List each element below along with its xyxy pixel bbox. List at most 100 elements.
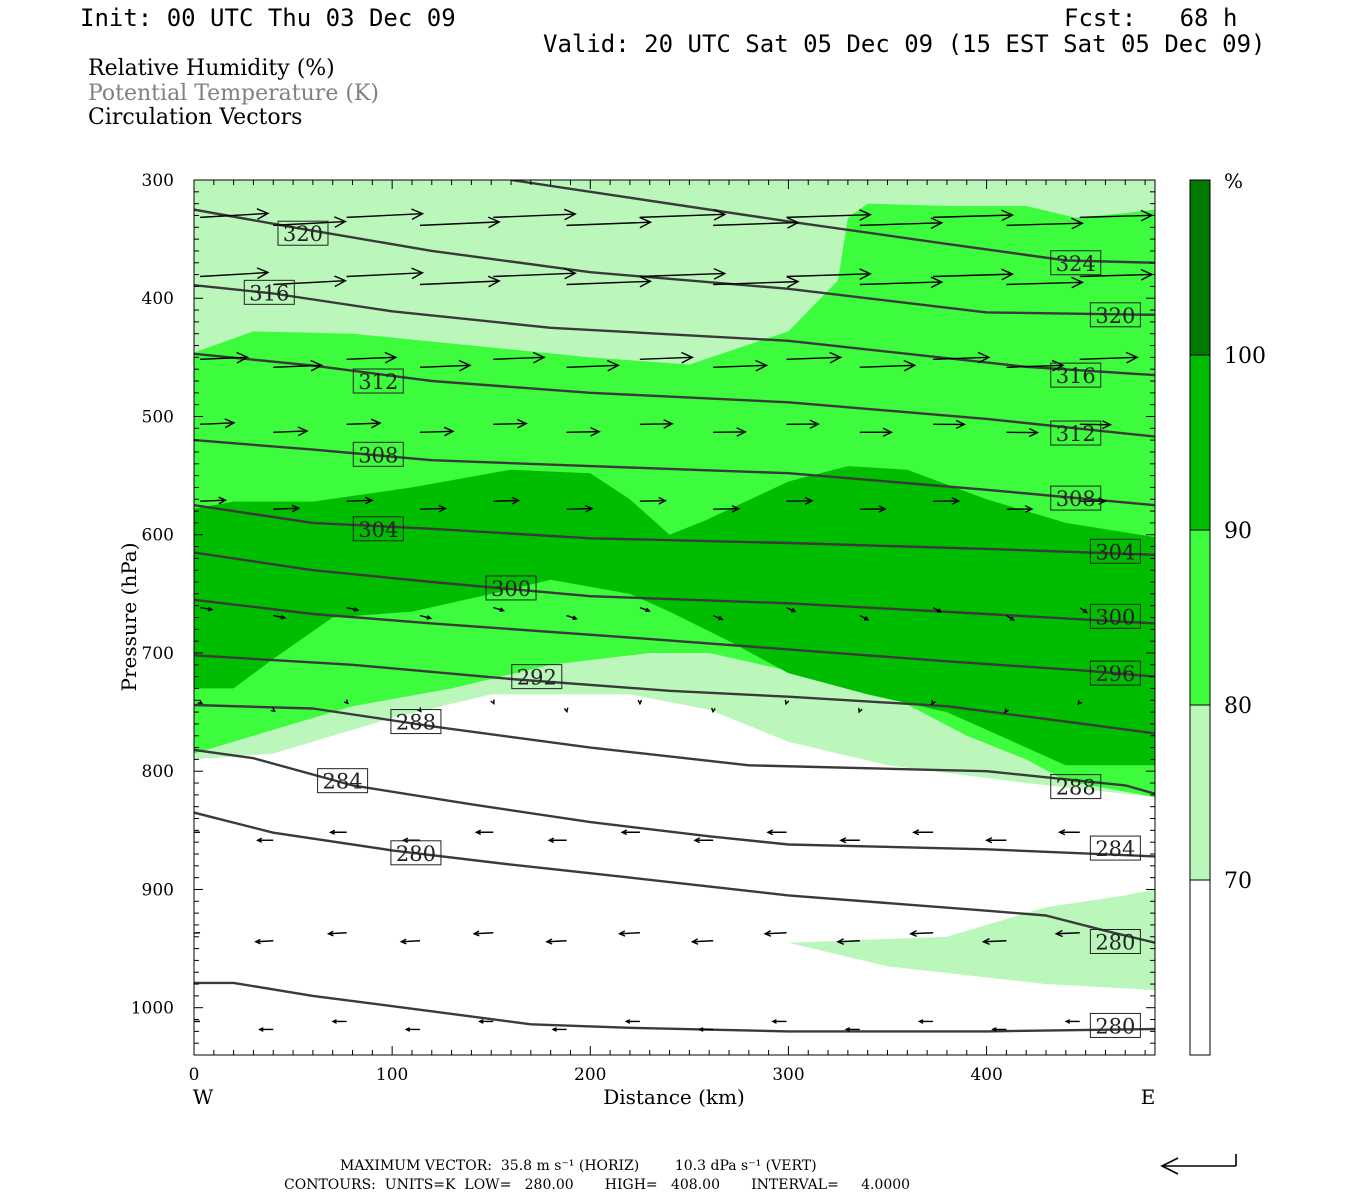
wind-vector-head [563, 208, 577, 221]
wind-vector-head [1051, 359, 1065, 372]
wind-vector [765, 932, 787, 935]
wind-vector-head [310, 359, 324, 372]
wind-vector-head [903, 359, 917, 372]
wind-vector [566, 430, 600, 434]
contour-label-box [390, 840, 442, 866]
wind-vector [401, 940, 420, 943]
wind-vector-head [645, 607, 651, 613]
x-tick-label: 200 [574, 1065, 606, 1085]
wind-vector [493, 213, 576, 219]
wind-vector-head [829, 351, 843, 364]
wind-vector-head [1077, 700, 1083, 706]
wind-vector-head [443, 426, 455, 437]
wind-vector-head [755, 359, 769, 372]
legend-circulation-vectors: Circulation Vectors [88, 105, 303, 130]
wind-vector-head [490, 699, 495, 705]
wind-vector-head [981, 937, 990, 946]
colorbar-segment [1190, 530, 1210, 705]
colorbar-segment [1190, 355, 1210, 530]
wind-vector-head [511, 496, 521, 505]
colorbar-level-label: 70 [1224, 869, 1252, 894]
wind-vector [273, 364, 322, 368]
wind-vector-head [254, 938, 261, 945]
wind-vector-head [183, 931, 188, 935]
colorbar-level-label: 90 [1224, 519, 1252, 544]
wind-vector-head [458, 359, 472, 372]
wind-vector-head [256, 267, 270, 280]
wind-vector-head [551, 1027, 557, 1032]
wind-vector [1056, 932, 1080, 935]
wind-vector-head [472, 930, 480, 937]
legend-relative-humidity: Relative Humidity (%) [88, 56, 335, 81]
theta-contour-288 [194, 703, 1155, 795]
wind-vector-head [370, 418, 382, 429]
wind-vector-head [218, 496, 228, 505]
wind-vector [199, 271, 269, 278]
colorbar-segment [1190, 705, 1210, 880]
colorbar-frame [1189, 179, 1211, 1056]
wind-vector-head [771, 1019, 777, 1024]
contour-label-box [1050, 420, 1102, 446]
wind-vector-head [532, 351, 546, 364]
wind-vector [1006, 222, 1083, 227]
wind-vector-head [572, 615, 578, 620]
wind-vector [639, 213, 725, 219]
y-tick-label: 1000 [131, 999, 174, 1019]
wind-vector [786, 273, 871, 278]
contour-label-box [352, 368, 404, 394]
wind-vector-head [197, 699, 204, 705]
contour-label-box [1050, 774, 1102, 800]
contour-label: 308 [358, 443, 398, 467]
contour-label-box [352, 516, 404, 542]
theta-contour-320 [194, 208, 1155, 316]
wind-vector-head [977, 351, 991, 364]
wind-vector-head [786, 276, 800, 288]
wind-vector-head [547, 837, 555, 844]
colorbar-segment [1190, 880, 1210, 1055]
wind-vector-head [401, 837, 409, 844]
wind-vector-head [1001, 209, 1015, 222]
wind-vector-head [718, 615, 724, 621]
contour-label-box [485, 575, 537, 601]
wind-vector-head [416, 707, 422, 713]
wind-vector [194, 932, 201, 934]
wind-vector-head [258, 1027, 264, 1032]
wind-vector [273, 430, 308, 434]
wind-vector-head [731, 504, 741, 513]
x-axis-east-label: E [1141, 1085, 1156, 1109]
wind-vector-head [1125, 351, 1139, 364]
wind-vector-head [334, 275, 347, 288]
wind-vector-head [713, 267, 727, 280]
wind-vector [1079, 273, 1152, 278]
wind-vector-head [882, 427, 894, 437]
wind-vector [639, 423, 673, 426]
wind-vector-head [185, 830, 189, 834]
wind-vector [474, 932, 494, 935]
wind-vector [566, 221, 651, 227]
wind-vector-head [1071, 217, 1085, 230]
wind-vector-head [1054, 929, 1063, 938]
wind-vector [493, 356, 545, 360]
y-tick-label: 500 [142, 407, 174, 427]
contour-label-box [243, 279, 295, 305]
wind-vector-head [384, 351, 398, 364]
wind-vector [713, 364, 767, 368]
wind-vector-head [693, 837, 701, 844]
contour-label: 320 [283, 222, 323, 246]
wind-vector [786, 356, 841, 360]
wind-vector-head [786, 217, 800, 229]
wind-vector [837, 940, 860, 943]
wind-vector-head [411, 267, 425, 280]
wind-vector [566, 507, 593, 510]
colorbar-level-label: 80 [1224, 694, 1252, 719]
wind-vector-head [487, 216, 501, 229]
contour-label: 288 [1056, 776, 1096, 800]
colorbar-level-label: 100 [1224, 344, 1266, 369]
wind-vector-head [844, 1027, 851, 1032]
wind-vector-head [1071, 276, 1085, 289]
wind-vector [859, 281, 942, 286]
wind-vector-head [411, 208, 425, 221]
contour-label-box [1089, 302, 1141, 328]
wind-vector-head [909, 929, 917, 938]
theta-contour-labels: 280 280 280 284 284 288 288 292 296 300 300 304 304 3… [243, 220, 1141, 1038]
